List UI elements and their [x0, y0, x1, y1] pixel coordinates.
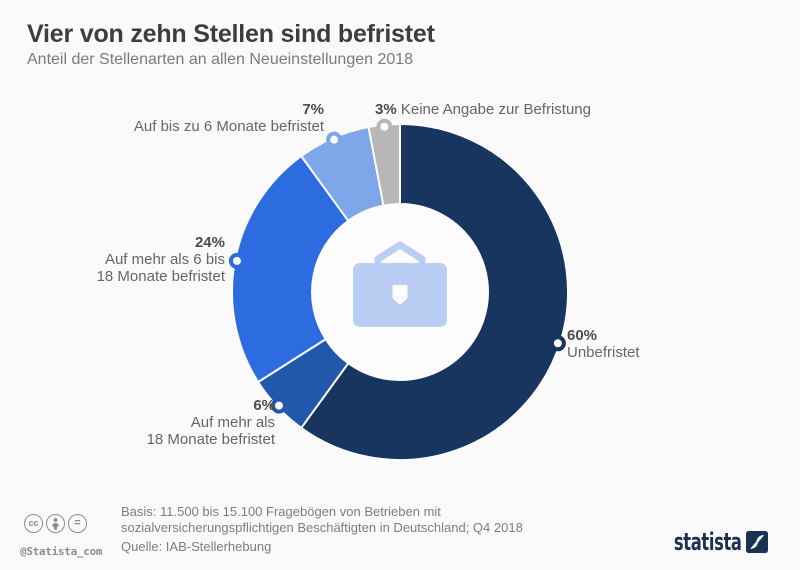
statista-logo-mark-icon — [746, 531, 768, 553]
label-seg6-percent: 6% — [253, 397, 275, 414]
page-title: Vier von zehn Stellen sind befristet — [27, 20, 435, 48]
label-seg60-percent: 60% — [567, 327, 598, 344]
label-seg24-line1: Auf mehr als 6 bis — [104, 251, 225, 268]
callout-dot-60pct — [549, 335, 566, 352]
callout-dot-7pct — [326, 131, 343, 148]
label-seg60: 60% Unbefristet — [567, 327, 640, 361]
label-seg3-text: Keine Angabe zur Befristung — [400, 101, 591, 118]
label-seg7-text: Auf bis zu 6 Monate befristet — [133, 118, 324, 135]
label-seg6-line2: 18 Monate befristet — [146, 431, 275, 448]
callout-dot-6pct — [270, 397, 287, 414]
statista-logo: statista — [642, 528, 768, 556]
source-note: Quelle: IAB-Stellerhebung — [121, 539, 272, 554]
briefcase-icon — [353, 241, 447, 327]
cc-license-icons: cc = — [24, 514, 87, 533]
basis-note: Basis: 11.500 bis 15.100 Fragebögen von … — [121, 504, 523, 536]
attribution-person-glyph — [52, 518, 59, 530]
basis-line1: Basis: 11.500 bis 15.100 Fragebögen von … — [121, 504, 441, 519]
donut-slice-60pct — [299, 122, 569, 461]
label-seg24-percent: 24% — [194, 234, 225, 251]
no-derivatives-icon: = — [68, 514, 87, 533]
label-seg7: 7% Auf bis zu 6 Monate befristet — [134, 101, 324, 135]
label-seg6: 6% Auf mehr als 18 Monate befristet — [147, 397, 275, 448]
page-subtitle: Anteil der Stellenarten an allen Neueins… — [27, 51, 414, 68]
basis-line2: sozialversicherungspflichtigen Beschäfti… — [121, 520, 523, 535]
label-seg6-line1: Auf mehr als — [190, 414, 275, 431]
statista-wordmark: statista — [674, 528, 742, 556]
callout-dot-3pct — [376, 118, 393, 135]
label-seg60-text: Unbefristet — [567, 344, 640, 361]
label-seg3-percent: 3% — [375, 101, 397, 118]
label-seg7-percent: 7% — [302, 101, 324, 118]
callout-dot-24pct — [228, 252, 245, 269]
label-seg3: 3% Keine Angabe zur Befristung — [375, 101, 591, 118]
attribution-icon — [46, 514, 65, 533]
label-seg24-line2: 18 Monate befristet — [96, 268, 225, 285]
cc-icon: cc — [24, 514, 43, 533]
label-seg24: 24% Auf mehr als 6 bis 18 Monate befrist… — [97, 234, 225, 285]
statista-handle: @Statista_com — [20, 545, 103, 558]
